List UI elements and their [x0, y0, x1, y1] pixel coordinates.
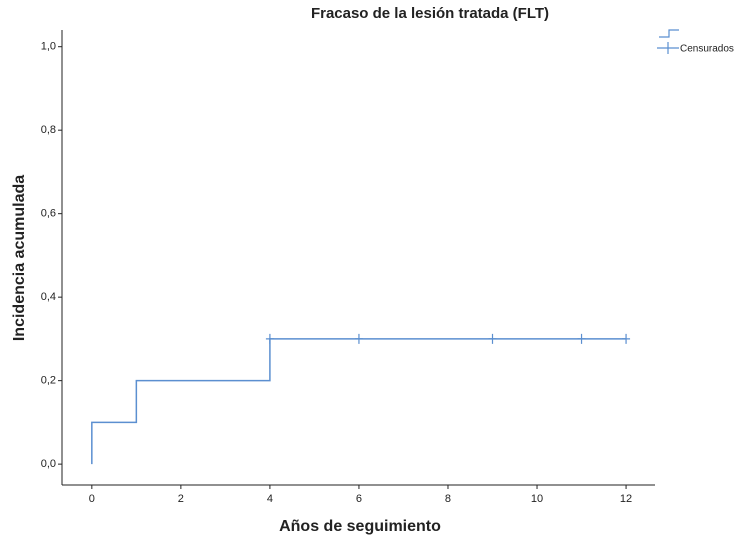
y-axis-label: Incidencia acumulada — [11, 175, 28, 341]
x-tick-label: 0 — [89, 493, 95, 505]
y-tick-label: 0,2 — [41, 375, 56, 387]
legend-label: Censurados — [680, 44, 734, 55]
x-tick-label: 12 — [620, 493, 632, 505]
legend-censored-icon — [657, 42, 679, 54]
x-tick-label: 8 — [445, 493, 451, 505]
y-tick-label: 0,0 — [41, 458, 56, 470]
censored-mark — [265, 333, 274, 344]
censored-mark — [488, 333, 497, 344]
chart-title: Fracaso de la lesión tratada (FLT) — [311, 5, 549, 22]
y-tick-label: 0,6 — [41, 208, 56, 220]
censored-mark — [622, 333, 631, 344]
x-axis-label: Años de seguimiento — [279, 518, 441, 535]
x-tick-label: 10 — [531, 493, 543, 505]
x-tick-label: 4 — [267, 493, 273, 505]
censored-mark — [577, 333, 586, 344]
y-tick-label: 1,0 — [41, 41, 56, 53]
censored-mark — [354, 333, 363, 344]
legend-step-icon — [659, 29, 679, 38]
y-tick-label: 0,8 — [41, 124, 56, 136]
y-tick-label: 0,4 — [41, 291, 56, 303]
x-tick-label: 2 — [178, 493, 184, 505]
x-tick-label: 6 — [356, 493, 362, 505]
